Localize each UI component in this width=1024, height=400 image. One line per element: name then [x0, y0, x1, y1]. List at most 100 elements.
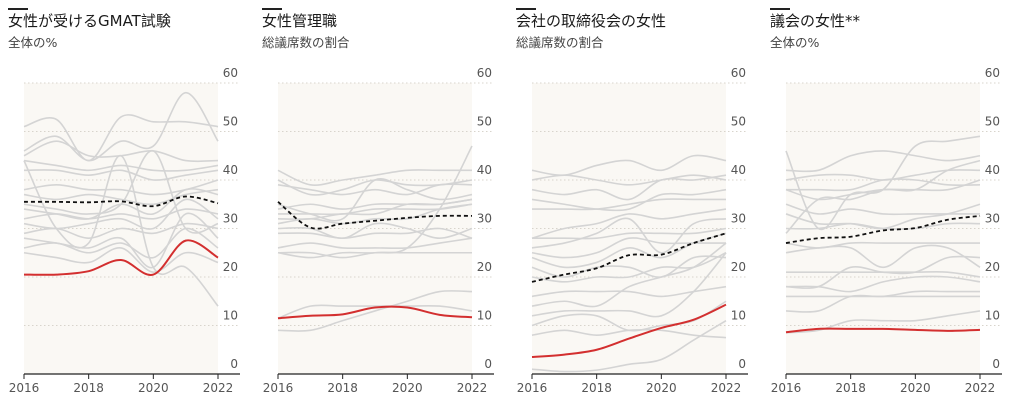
- y-tick-label: 10: [731, 309, 746, 323]
- panel-header-boards: 会社の取締役会の女性 総議席数の割合: [516, 8, 666, 52]
- panel-title: 女性管理職: [262, 12, 338, 30]
- y-tick-label: 60: [731, 66, 746, 80]
- country-line: [531, 188, 727, 212]
- highlight-line: [277, 305, 473, 320]
- panel-title: 会社の取締役会の女性: [516, 12, 667, 30]
- average-line: [531, 232, 727, 283]
- y-tick-label: 0: [992, 357, 1000, 371]
- x-tick-label: 2022: [203, 381, 234, 395]
- country-line: [531, 208, 727, 239]
- y-tick-label: 50: [223, 115, 238, 129]
- y-tick-label: 0: [230, 357, 238, 371]
- country-line: [531, 232, 727, 269]
- country-line: [531, 174, 727, 186]
- y-tick-label: 40: [223, 163, 238, 177]
- x-tick-label: 2022: [965, 381, 996, 395]
- country-line: [785, 290, 980, 313]
- country-line: [785, 159, 981, 234]
- x-tick-label: 2016: [263, 381, 294, 395]
- y-tick-label: 40: [985, 163, 1000, 177]
- country-line: [532, 198, 726, 211]
- country-line: [786, 178, 981, 192]
- x-tick-label: 2020: [646, 381, 677, 395]
- average-line: [23, 195, 219, 208]
- y-tick-label: 50: [731, 115, 746, 129]
- panel-title: 女性が受けるGMAT試験: [8, 12, 171, 30]
- country-line: [531, 227, 727, 240]
- highlight-line: [531, 303, 727, 359]
- y-tick-label: 20: [223, 260, 238, 274]
- x-tick-label: 2020: [900, 381, 931, 395]
- highlight-line: [785, 327, 981, 334]
- panel-header-gmat: 女性が受けるGMAT試験 全体の%: [8, 8, 171, 52]
- y-tick-label: 30: [223, 212, 238, 226]
- panel-subtitle: 総議席数の割合: [262, 35, 350, 50]
- x-tick-label: 2022: [457, 381, 488, 395]
- x-tick-label: 2018: [581, 381, 612, 395]
- panel-subtitle: 全体の%: [770, 35, 820, 50]
- title-overline: [770, 8, 790, 10]
- country-line: [23, 114, 219, 162]
- country-line: [785, 275, 981, 293]
- country-line: [785, 244, 981, 269]
- x-tick-label: 2020: [392, 381, 423, 395]
- country-line: [531, 242, 727, 308]
- x-tick-label: 2022: [711, 381, 742, 395]
- country-line: [531, 174, 727, 201]
- y-tick-label: 40: [731, 163, 746, 177]
- highlight-line: [23, 239, 219, 276]
- country-line: [23, 91, 219, 162]
- panel-subtitle: 総議席数の割合: [516, 35, 604, 50]
- country-line: [23, 169, 219, 181]
- y-tick-label: 10: [985, 309, 1000, 323]
- x-tick-label: 2016: [771, 381, 802, 395]
- country-line: [23, 159, 219, 172]
- country-line: [277, 222, 473, 240]
- panel-subtitle: 全体の%: [8, 35, 58, 50]
- country-line: [277, 183, 473, 196]
- country-line: [277, 251, 472, 259]
- y-tick-label: 10: [477, 309, 492, 323]
- y-tick-label: 30: [477, 212, 492, 226]
- y-tick-label: 60: [223, 66, 238, 80]
- country-line: [785, 222, 981, 230]
- country-line: [23, 154, 219, 307]
- y-tick-label: 0: [484, 357, 492, 371]
- average-line: [277, 201, 473, 230]
- y-tick-label: 20: [477, 260, 492, 274]
- y-tick-label: 20: [731, 260, 746, 274]
- x-tick-label: 2016: [517, 381, 548, 395]
- x-tick-label: 2020: [138, 381, 169, 395]
- x-tick-label: 2018: [73, 381, 104, 395]
- country-line: [531, 319, 727, 373]
- x-tick-label: 2018: [835, 381, 866, 395]
- title-overline: [516, 8, 536, 10]
- country-line: [531, 328, 727, 339]
- country-line: [23, 188, 219, 206]
- average-line: [785, 214, 981, 244]
- panel-title: 議会の女性**: [770, 12, 861, 30]
- country-line: [23, 247, 219, 273]
- country-line: [531, 217, 727, 254]
- country-line: [277, 237, 473, 250]
- y-tick-label: 30: [731, 212, 746, 226]
- title-overline: [262, 8, 282, 10]
- panel-header-parliament: 議会の女性** 全体の%: [770, 8, 860, 52]
- country-line: [277, 227, 473, 240]
- y-tick-label: 0: [738, 357, 746, 371]
- y-tick-label: 60: [477, 66, 492, 80]
- y-tick-label: 20: [985, 260, 1000, 274]
- y-tick-label: 60: [985, 66, 1000, 80]
- y-tick-label: 10: [223, 309, 238, 323]
- y-tick-label: 40: [477, 163, 492, 177]
- y-tick-label: 50: [985, 115, 1000, 129]
- country-line: [277, 169, 472, 186]
- title-overline: [8, 8, 28, 10]
- y-tick-label: 30: [985, 212, 1000, 226]
- country-line: [785, 150, 981, 173]
- country-line: [531, 255, 727, 278]
- country-line: [23, 208, 219, 220]
- country-line: [277, 290, 473, 332]
- y-tick-label: 50: [477, 115, 492, 129]
- country-line: [277, 304, 473, 319]
